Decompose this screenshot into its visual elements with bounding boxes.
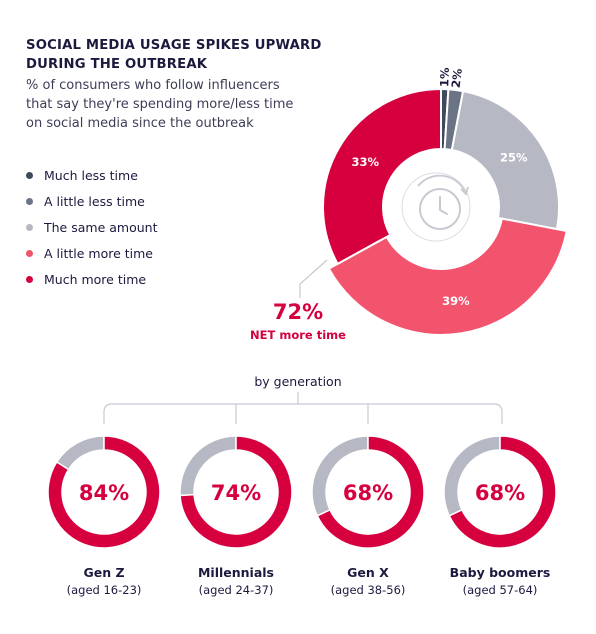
- gen-age-baby-boomers: (aged 57-64): [462, 583, 538, 597]
- legend-item-much-less: Much less time: [26, 162, 157, 188]
- slice-same: [450, 89, 560, 231]
- donut-value-gen-z: [47, 435, 161, 549]
- slice-label-little-more: 39%: [442, 294, 470, 308]
- generation-donuts: 84% 74% 68% 68%: [47, 435, 557, 549]
- clock-refresh-icon: [401, 172, 471, 242]
- donut-remainder-gen-z: [55, 435, 105, 471]
- donut-label-baby-boomers: 68%: [475, 481, 525, 505]
- donut-value-gen-x: [316, 435, 425, 549]
- legend-item-same: The same amount: [26, 214, 157, 240]
- legend-dot: [26, 197, 33, 205]
- net-label: NET more time: [250, 328, 346, 342]
- legend-item-little-less: A little less time: [26, 188, 157, 214]
- legend-label: A little more time: [44, 245, 154, 261]
- donut-label-millennials: 74%: [211, 481, 261, 505]
- donut-label-gen-z: 84%: [79, 481, 129, 505]
- gen-label-gen-z: Gen Z: [83, 565, 125, 580]
- generation-bracket: [103, 392, 503, 424]
- donut-value-millennials: [179, 435, 293, 549]
- slice-label-same: 25%: [500, 151, 528, 165]
- slice-much-more: [322, 87, 442, 266]
- gen-label-baby-boomers: Baby boomers: [449, 565, 551, 580]
- gen-age-gen-z: (aged 16-23): [66, 583, 142, 597]
- chart-title: SOCIAL MEDIA USAGE SPIKES UPWARD DURING …: [26, 38, 322, 72]
- gen-age-gen-x: (aged 38-56): [330, 583, 406, 597]
- legend-dot: [26, 275, 33, 283]
- slice-label-much-less: 1%: [437, 67, 452, 87]
- slice-little-more: [327, 217, 568, 336]
- donut-label-gen-x: 68%: [343, 481, 393, 505]
- legend-label: The same amount: [44, 219, 158, 235]
- gen-age-millennials: (aged 24-37): [198, 583, 274, 597]
- legend-dot: [26, 249, 33, 257]
- legend-label: Much more time: [44, 271, 147, 287]
- legend-label: A little less time: [44, 193, 145, 209]
- by-generation-label: by generation: [254, 374, 342, 389]
- legend-dot: [26, 223, 33, 231]
- gen-label-millennials: Millennials: [197, 565, 274, 580]
- slice-label-little-less: 2%: [449, 67, 465, 89]
- legend-label: Much less time: [44, 167, 138, 183]
- legend: Much less time A little less time The sa…: [26, 162, 157, 292]
- slice-label-much-more: 33%: [351, 155, 379, 169]
- connector-line: [299, 259, 328, 298]
- chart-subtitle: % of consumers who follow influencers th…: [26, 78, 294, 131]
- net-percentage: 72%: [272, 300, 324, 324]
- legend-item-much-more: Much more time: [26, 266, 157, 292]
- legend-item-little-more: A little more time: [26, 240, 157, 266]
- legend-dot: [26, 171, 33, 179]
- gen-label-gen-x: Gen X: [347, 565, 389, 580]
- donut-value-baby-boomers: [448, 435, 557, 549]
- main-donut: 1%2% 25% 39% 33%: [322, 67, 568, 336]
